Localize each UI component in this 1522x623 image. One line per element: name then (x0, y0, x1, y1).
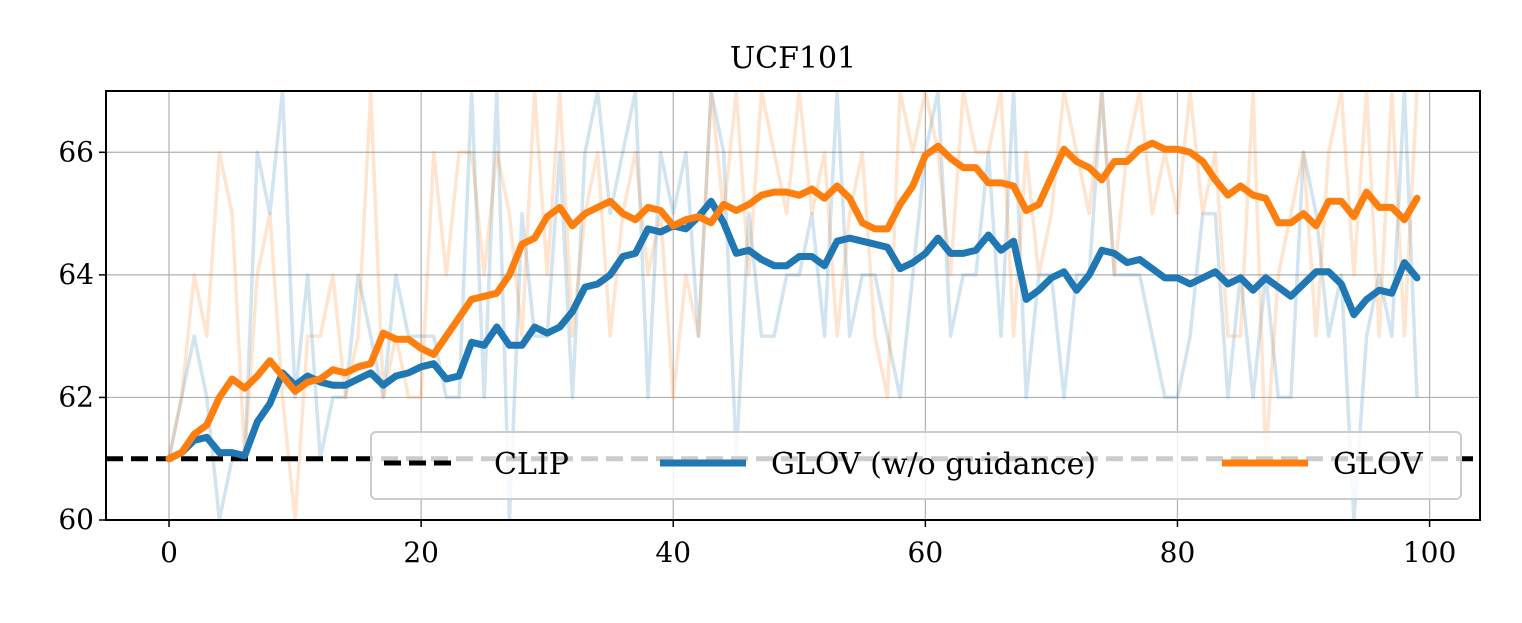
y-axis: 60 62 64 66 (58, 135, 106, 536)
x-tick-label: 0 (160, 536, 178, 569)
legend-label-glov: GLOV (1333, 447, 1424, 482)
x-tick-label: 100 (1403, 536, 1456, 569)
legend: CLIP GLOV (w/o guidance) GLOV (370, 431, 1462, 500)
smoothed-series-lines (165, 139, 1421, 463)
x-tick-label: 20 (403, 536, 439, 569)
legend-label-glov-wo-guidance: GLOV (w/o guidance) (771, 447, 1096, 482)
raw-series-lines (167, 91, 1419, 520)
legend-label-clip: CLIP (494, 447, 569, 482)
chart-title: UCF101 (730, 41, 856, 76)
y-tick-label: 64 (58, 258, 94, 291)
x-tick-label: 40 (655, 536, 691, 569)
smoothed-line-series-1 (165, 139, 1421, 463)
y-tick-label: 60 (58, 503, 94, 536)
y-tick-label: 66 (58, 135, 94, 168)
x-tick-label: 60 (908, 536, 944, 569)
raw-line-series-0 (167, 91, 1419, 520)
x-tick-label: 80 (1160, 536, 1196, 569)
plot-frame (105, 90, 1481, 521)
y-tick-label: 62 (58, 380, 94, 413)
legend-box (370, 431, 1462, 500)
raw-line-series-1 (167, 91, 1419, 520)
smoothed-line-series-0 (165, 197, 1421, 463)
x-axis: 0 20 40 60 80 100 (160, 520, 1456, 569)
